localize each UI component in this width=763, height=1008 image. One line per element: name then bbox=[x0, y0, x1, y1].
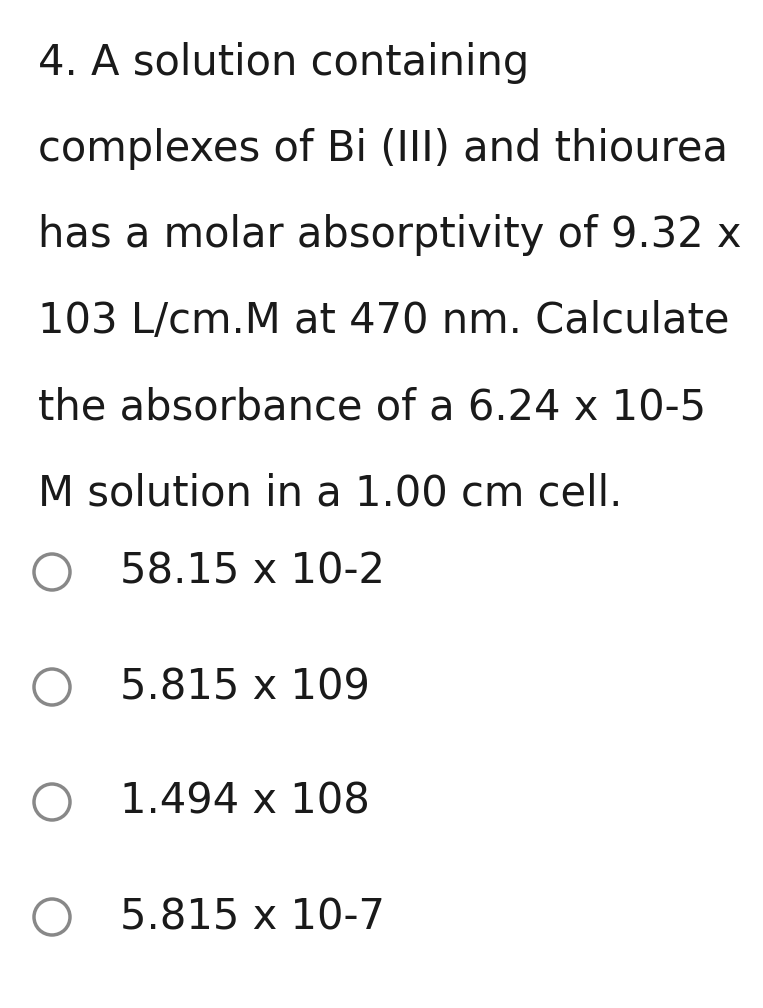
Text: 1.494 x 108: 1.494 x 108 bbox=[120, 781, 370, 823]
Text: 58.15 x 10-2: 58.15 x 10-2 bbox=[120, 551, 385, 593]
Text: 4. A solution containing: 4. A solution containing bbox=[38, 42, 530, 84]
Text: 5.815 x 109: 5.815 x 109 bbox=[120, 666, 370, 708]
Text: the absorbance of a 6.24 x 10-5: the absorbance of a 6.24 x 10-5 bbox=[38, 386, 706, 428]
Text: M solution in a 1.00 cm cell.: M solution in a 1.00 cm cell. bbox=[38, 472, 623, 514]
Text: 103 L/cm.M at 470 nm. Calculate: 103 L/cm.M at 470 nm. Calculate bbox=[38, 300, 729, 342]
Text: 5.815 x 10-7: 5.815 x 10-7 bbox=[120, 896, 385, 938]
Text: complexes of Bi (III) and thiourea: complexes of Bi (III) and thiourea bbox=[38, 128, 728, 170]
Text: has a molar absorptivity of 9.32 x: has a molar absorptivity of 9.32 x bbox=[38, 214, 742, 256]
